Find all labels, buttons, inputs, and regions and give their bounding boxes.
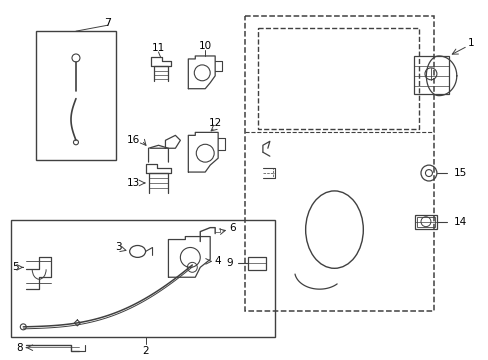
Text: 7: 7 (104, 18, 111, 28)
Text: 9: 9 (226, 258, 233, 268)
Bar (416, 217, 434, 227)
Bar (414, 215, 436, 229)
Text: 3: 3 (115, 243, 122, 252)
Bar (36, 31, 116, 160)
Text: 2: 2 (142, 346, 148, 356)
Text: 4: 4 (214, 256, 221, 266)
Bar (244, 16, 433, 311)
Text: 5: 5 (12, 262, 19, 272)
Text: 13: 13 (127, 178, 140, 188)
Text: 10: 10 (198, 41, 211, 51)
Text: 16: 16 (127, 135, 140, 145)
Text: 1: 1 (467, 38, 473, 48)
Text: 15: 15 (453, 168, 467, 178)
Text: 12: 12 (208, 118, 222, 129)
Text: 14: 14 (453, 217, 467, 227)
Bar (413, 56, 448, 94)
Text: 6: 6 (228, 222, 235, 233)
Bar (257, 28, 418, 129)
Bar (247, 257, 265, 270)
Text: 8: 8 (16, 343, 22, 353)
Bar (11, 220, 274, 337)
Text: 11: 11 (152, 43, 165, 53)
